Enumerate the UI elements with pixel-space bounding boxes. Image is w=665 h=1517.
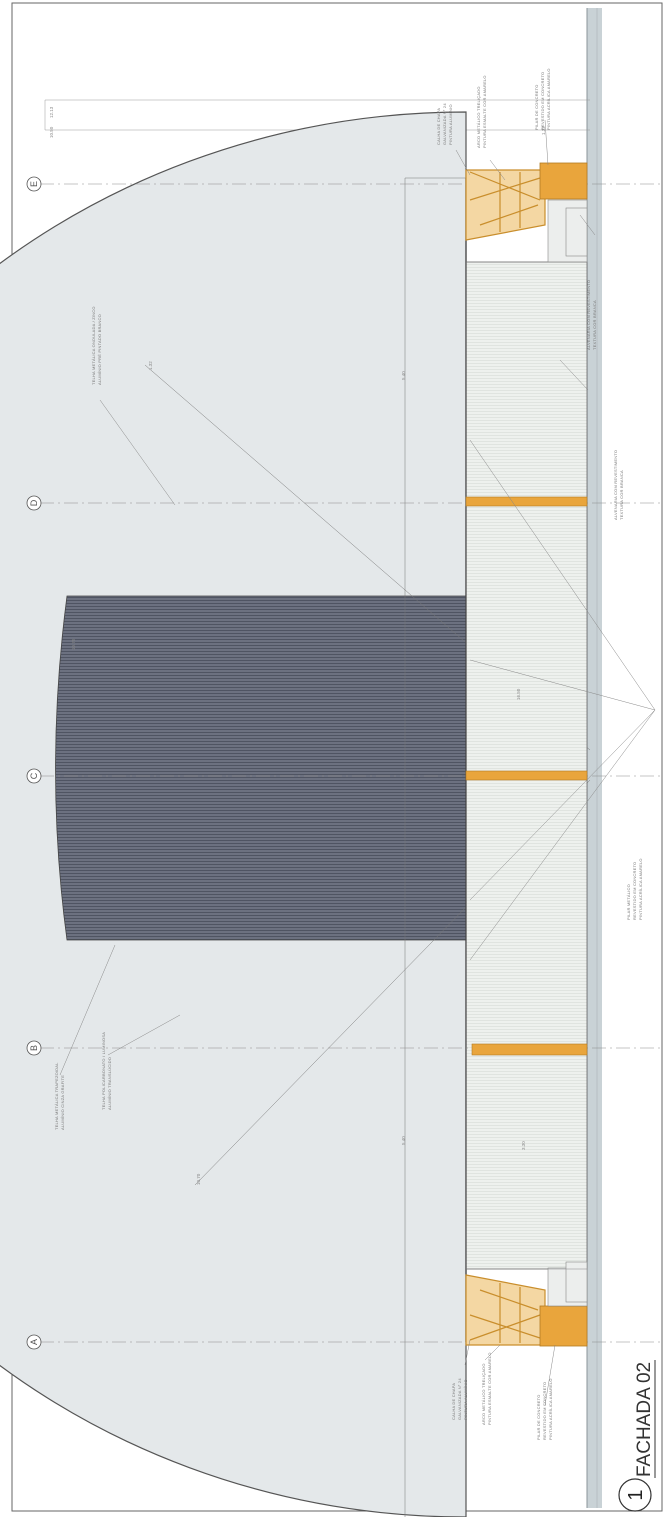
svg-text:ALVENARIA COM REVESTIMENTOTEXT: ALVENARIA COM REVESTIMENTOTEXTURA COR BR… [586, 280, 597, 350]
column-base-a [539, 1305, 588, 1347]
svg-text:B: B [29, 1045, 39, 1051]
svg-text:ARCO METÁLICO TRELIÇADOPINTURA: ARCO METÁLICO TRELIÇADOPINTURA ESMALTE C… [476, 75, 487, 148]
annotation-n2: TELHA METÁLICA TRAPEZOIDALALUMÍNIO CINZA… [54, 1062, 65, 1130]
dim-8: 10.70 [71, 638, 76, 650]
dim-1: 12.13 [49, 106, 54, 118]
svg-text:PILAR METÁLICOREVESTIDO EM CON: PILAR METÁLICOREVESTIDO EM CONCRETOPINTU… [626, 858, 643, 920]
view-title: 1 FACHADA 02 [618, 1360, 656, 1512]
view-number-circle [618, 1478, 652, 1512]
truss-e [465, 169, 546, 241]
svg-text:ALVENARIA COM REVESTIMENTOTEXT: ALVENARIA COM REVESTIMENTOTEXTURA COR BR… [613, 450, 624, 520]
dimension-texts: 12.13 10.50 5.40 5.40 3.30 1.32 1.32 10.… [49, 106, 546, 1185]
annotation-leaders [59, 119, 656, 1406]
grid-axis-e: E [26, 176, 42, 192]
roof-center-band [55, 595, 467, 941]
annotation-n7: ALVENARIA COM REVESTIMENTOTEXTURA COR BR… [586, 280, 597, 350]
annotation-n1: TELHA METÁLICA ONDULADA / ZINCOALUMÍNIO … [91, 306, 102, 385]
annotation-n11: ARCO METÁLICO TRELIÇADOPINTURA ESMALTE C… [481, 1352, 492, 1425]
masonry-wall [465, 261, 588, 1270]
dim-9: 10.70 [196, 1173, 201, 1185]
ground-line [586, 8, 602, 1508]
svg-text:CALHA DE CHAPAGALVANIZADA N° 2: CALHA DE CHAPAGALVANIZADA N° 24PINTURA A… [451, 1378, 468, 1420]
annotation-n4: CALHA DE CHAPAGALVANIZADA N° 24PINTURA A… [436, 103, 453, 145]
view-title-text: FACHADA 02 [634, 1362, 655, 1477]
column-base-e [539, 162, 588, 200]
svg-text:CALHA DE CHAPAGALVANIZADA N° 2: CALHA DE CHAPAGALVANIZADA N° 24PINTURA A… [436, 103, 453, 145]
grid-axis-b: B [26, 1040, 42, 1056]
dim-2: 10.50 [49, 126, 54, 138]
dim-6: 1.32 [541, 126, 546, 135]
dim-10: 16.50 [516, 688, 521, 700]
svg-text:A: A [29, 1339, 39, 1345]
dim-3: 5.40 [401, 371, 406, 380]
column-d [465, 496, 588, 507]
view-number: 1 [625, 1489, 647, 1500]
svg-text:PILAR DE CONCRETOREVESTIDO EM: PILAR DE CONCRETOREVESTIDO EM CONCRETOPI… [534, 68, 551, 130]
svg-text:E: E [29, 181, 39, 187]
dim-4: 5.40 [401, 1136, 406, 1145]
annotation-n12: PILAR DE CONCRETOREVESTIDO EM CONCRETOPI… [536, 1378, 553, 1440]
annotation-n9: PILAR METÁLICOREVESTIDO EM CONCRETOPINTU… [626, 858, 643, 920]
truss-a [465, 1274, 546, 1346]
dim-5: 3.30 [521, 1141, 526, 1150]
annotation-n5: ARCO METÁLICO TRELIÇADOPINTURA ESMALTE C… [476, 75, 487, 148]
annotation-n3: TELHA POLICARBONATO / LUMINOSAALUMÍNIO T… [101, 1032, 112, 1110]
grid-axis-d: D [26, 495, 42, 511]
column-c [465, 770, 588, 781]
dim-7: 1.32 [148, 361, 153, 370]
svg-text:PILAR DE CONCRETOREVESTIDO EM: PILAR DE CONCRETOREVESTIDO EM CONCRETOPI… [536, 1378, 553, 1440]
svg-text:C: C [29, 772, 39, 779]
svg-text:ARCO METÁLICO TRELIÇADOPINTURA: ARCO METÁLICO TRELIÇADOPINTURA ESMALTE C… [481, 1352, 492, 1425]
annotation-n6: PILAR DE CONCRETOREVESTIDO EM CONCRETOPI… [534, 68, 551, 130]
wall-edge-lines [466, 261, 587, 1270]
foundation-a [547, 1261, 588, 1307]
column-b [471, 1043, 588, 1056]
svg-text:TELHA METÁLICA TRAPEZOIDALALUM: TELHA METÁLICA TRAPEZOIDALALUMÍNIO CINZA… [54, 1062, 65, 1130]
annotation-n10: CALHA DE CHAPAGALVANIZADA N° 24PINTURA A… [451, 1378, 468, 1420]
grid-axis-c: C [26, 768, 42, 784]
grid-axis-a: A [26, 1334, 42, 1350]
annotation-n8: ALVENARIA COM REVESTIMENTOTEXTURA COR BR… [613, 450, 624, 520]
foundation-e [547, 199, 588, 263]
svg-text:TELHA POLICARBONATO / LUMINOSA: TELHA POLICARBONATO / LUMINOSAALUMÍNIO T… [101, 1032, 112, 1110]
svg-text:TELHA METÁLICA ONDULADA / ZINC: TELHA METÁLICA ONDULADA / ZINCOALUMÍNIO … [91, 306, 102, 385]
svg-text:D: D [29, 499, 39, 506]
